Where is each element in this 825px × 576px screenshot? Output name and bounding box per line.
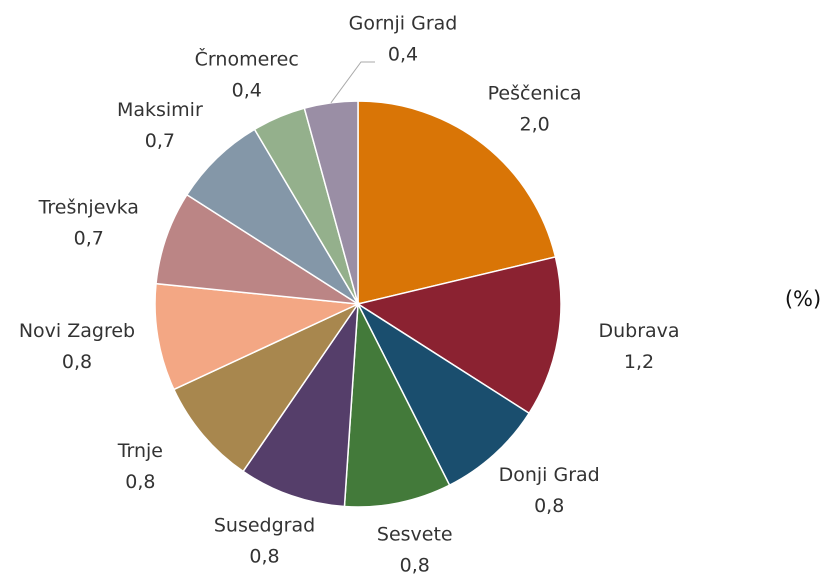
slice-label: Dubrava [598,320,679,342]
slice-value-label: 1,2 [624,351,654,373]
slice-value-label: 0,7 [145,130,175,152]
slice-value-label: 0,7 [74,227,104,249]
pie-slice [172,302,361,473]
slice-value-label: 0,8 [125,471,155,493]
pie-slice [242,301,359,508]
leader-line [330,61,375,104]
pie-slice [356,301,531,487]
slice-label: Susedgrad [214,515,315,537]
slice-label: Črnomerec [195,46,299,70]
slice-value-label: 0,4 [232,79,262,101]
slice-label: Peščenica [488,82,582,104]
slice-label: Maksimir [117,99,203,121]
slice-label: Trešnjevka [38,196,139,218]
slice-value-label: 0,8 [249,546,279,568]
pie-slice [356,256,562,415]
slice-label: Gornji Grad [349,13,458,35]
slice-label: Donji Grad [499,464,600,486]
slice-value-label: 0,8 [62,351,92,373]
pie-slice [357,100,557,305]
slice-value-label: 0,8 [534,495,564,517]
slice-label: Novi Zagreb [19,320,135,342]
slice-value-label: 2,0 [520,113,550,135]
slice-label: Sesvete [377,523,453,545]
slice-label: Trnje [117,440,163,462]
slice-value-label: 0,8 [400,554,430,576]
pie-slice [343,301,451,508]
pie-slice [154,282,361,391]
unit-annotation: (%) [785,287,821,311]
slice-value-label: 0,4 [388,44,418,66]
pie-slice [303,100,359,305]
